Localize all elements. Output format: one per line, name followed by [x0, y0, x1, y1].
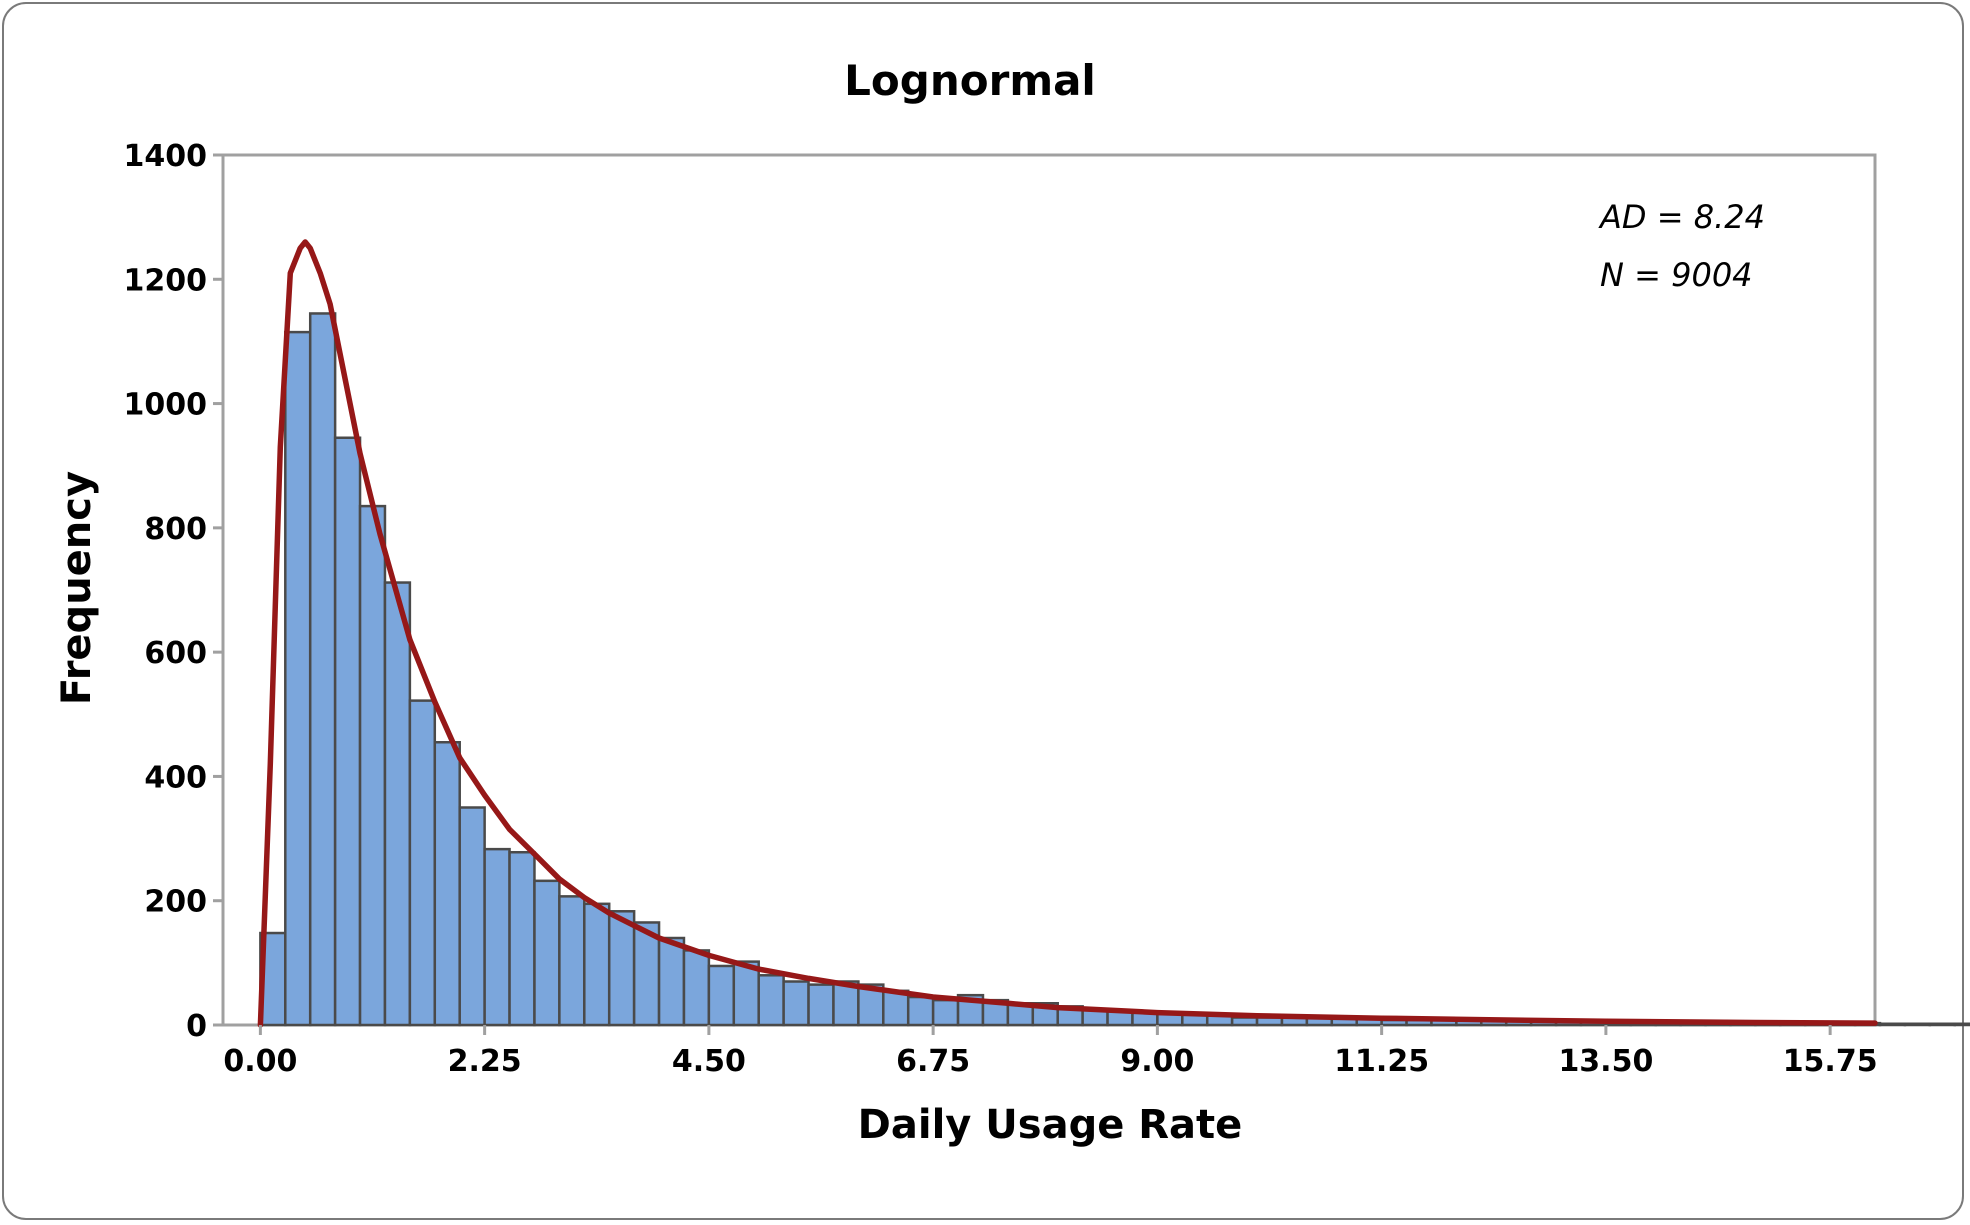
x-axis-label: Daily Usage Rate [858, 1102, 1243, 1148]
histogram-bar [782, 980, 810, 1027]
histogram-bar [483, 847, 511, 1027]
x-tick-label: 4.50 [672, 1044, 746, 1079]
y-axis-label: Frequency [54, 471, 100, 705]
histogram-bar [732, 960, 760, 1027]
histogram-bar [607, 910, 636, 1027]
annotation-ad: AD = 8.24 [1598, 198, 1765, 236]
histogram-bar [383, 581, 412, 1027]
histogram-bar [508, 850, 536, 1027]
x-tick-label: 13.50 [1558, 1044, 1653, 1079]
chart-title: Lognormal [844, 56, 1096, 105]
histogram-bar [533, 879, 561, 1027]
y-tick-label: 400 [144, 760, 207, 795]
histogram-bar [333, 436, 362, 1027]
x-tick-label: 2.25 [448, 1044, 522, 1079]
histogram-bar [358, 504, 387, 1027]
x-tick-label: 6.75 [896, 1044, 970, 1079]
y-tick-label: 200 [144, 885, 207, 920]
y-tick-label: 1200 [124, 263, 208, 298]
y-tick-label: 800 [144, 512, 207, 547]
x-tick-label: 0.00 [223, 1044, 297, 1079]
histogram-bar [882, 989, 910, 1027]
annotation-n: N = 9004 [1600, 256, 1753, 294]
histogram-bar [558, 895, 586, 1027]
histogram-bar [1928, 1022, 1956, 1027]
histogram-bar [931, 998, 960, 1027]
histogram-bar [308, 312, 337, 1027]
histogram-bar [707, 964, 736, 1027]
histogram-bar [657, 936, 686, 1027]
histogram-bar [284, 330, 312, 1027]
histogram-bar [1903, 1022, 1932, 1027]
x-tick-label: 11.25 [1334, 1044, 1429, 1079]
x-tick-label: 15.75 [1783, 1044, 1878, 1079]
histogram-bar [632, 921, 661, 1027]
y-tick-label: 0 [186, 1009, 207, 1044]
x-tick-label: 9.00 [1120, 1044, 1194, 1079]
y-tick-label: 600 [144, 636, 207, 671]
histogram-bar [1230, 1016, 1259, 1027]
histogram-bar [682, 949, 711, 1027]
histogram-bar [583, 902, 611, 1027]
histogram-bar [757, 974, 785, 1027]
y-tick-label: 1400 [124, 139, 208, 174]
histogram-bar [458, 806, 486, 1027]
histogram-bar [807, 983, 835, 1027]
histogram-bar [906, 995, 935, 1027]
histogram-bar [408, 699, 437, 1027]
histogram-bar [1953, 1022, 1970, 1027]
histogram-bar [1878, 1022, 1907, 1027]
lognormal-fit-line [257, 239, 1878, 1028]
plot-area: 0 200 400 600 800 1000 1200 1400 0.00 2.25 4.50 6.7… [124, 139, 1970, 1079]
histogram-bar [433, 741, 461, 1027]
y-tick-label: 1000 [124, 388, 208, 423]
